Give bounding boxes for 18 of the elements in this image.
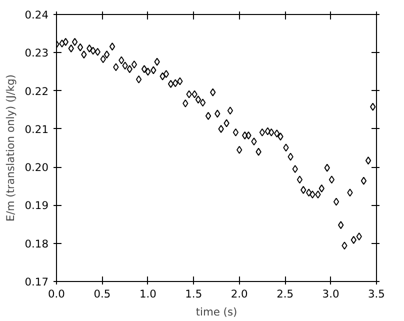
x-tick-label: 1.5 <box>185 288 202 300</box>
x-tick-label: 1.0 <box>139 288 157 300</box>
y-tick-label: 0.19 <box>24 199 49 212</box>
x-axis-title: time (s) <box>196 306 238 318</box>
y-tick-label: 0.21 <box>24 122 49 136</box>
x-tick-label: 0.0 <box>48 288 66 300</box>
y-tick-label: 0.17 <box>24 276 49 288</box>
y-tick-label: 0.24 <box>24 8 49 22</box>
y-tick-label: 0.20 <box>24 161 49 174</box>
x-tick-label: 2.5 <box>276 288 294 300</box>
x-tick-label: 2.0 <box>230 288 248 300</box>
y-tick-label: 0.22 <box>24 84 49 98</box>
x-tick-label: 0.5 <box>94 288 111 300</box>
y-tick-label: 0.23 <box>24 46 49 60</box>
x-tick-label: 3.0 <box>322 288 340 300</box>
x-tick-label: 3.5 <box>368 288 385 300</box>
y-axis-title: E/m (translation only) (J/kg) <box>4 74 17 222</box>
y-tick-label: 0.18 <box>24 237 49 250</box>
